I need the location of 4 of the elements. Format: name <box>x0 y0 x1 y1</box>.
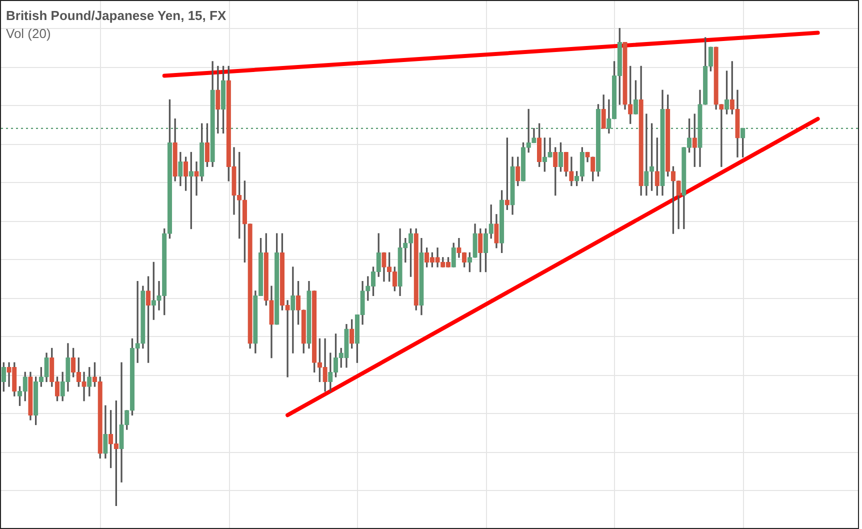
candlestick <box>194 162 199 196</box>
chart-subtitle: Vol (20) <box>6 26 51 41</box>
chart-title: British Pound/Japanese Yen, 15, FX <box>6 8 226 23</box>
candlestick <box>644 114 649 196</box>
